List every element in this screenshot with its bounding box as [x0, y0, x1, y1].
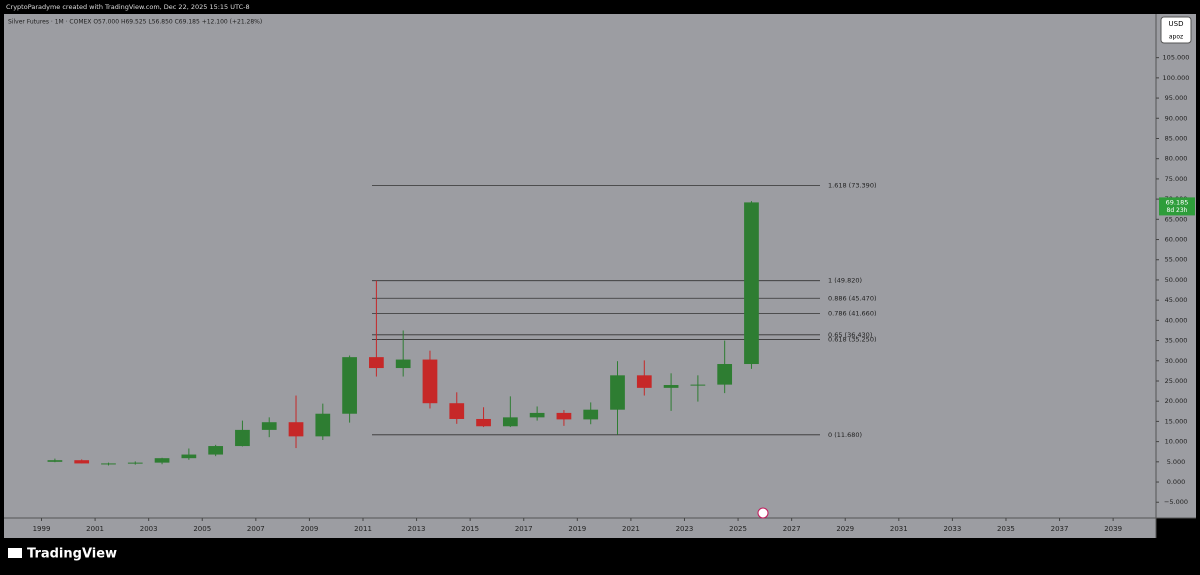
y-tick-label: 35.000 — [1165, 337, 1188, 345]
fib-label: 0 (11.680) — [828, 431, 862, 439]
fib-label: 0.618 (35.250) — [828, 336, 877, 344]
y-tick-label: 40.000 — [1165, 316, 1188, 324]
y-tick-label: 30.000 — [1165, 357, 1188, 365]
x-tick-label: 2009 — [300, 525, 318, 533]
candle-body — [636, 375, 652, 388]
candle-body — [342, 357, 357, 414]
x-tick-label: 1999 — [33, 525, 51, 533]
candle-body — [449, 403, 465, 419]
y-tick-label: 75.000 — [1165, 175, 1188, 183]
candle-body — [369, 357, 384, 369]
candle-body — [476, 418, 491, 427]
last-price-box — [1159, 197, 1195, 216]
y-tick-label: 50.000 — [1165, 276, 1188, 284]
candle-body — [261, 422, 277, 430]
y-tick-label: −5.000 — [1164, 498, 1188, 506]
candle-body — [529, 412, 545, 418]
chart-title: Silver Futures · 1M · COMEX O57.000 H69.… — [8, 19, 262, 26]
price-axis — [1156, 14, 1196, 518]
candle-body — [717, 364, 733, 385]
x-tick-label: 2031 — [890, 525, 908, 533]
candle-body — [502, 417, 518, 427]
x-tick-label: 2011 — [354, 525, 372, 533]
event-icon[interactable] — [757, 507, 769, 519]
x-tick-label: 2007 — [247, 525, 265, 533]
x-tick-label: 2017 — [515, 525, 533, 533]
x-tick-label: 2029 — [836, 525, 854, 533]
y-tick-label: 85.000 — [1165, 134, 1188, 142]
y-tick-label: 105.000 — [1163, 54, 1190, 62]
fib-label: 1 (49.820) — [828, 277, 862, 285]
candle-body — [47, 460, 63, 462]
y-tick-label: 100.000 — [1163, 74, 1190, 82]
y-tick-label: 80.000 — [1165, 155, 1188, 163]
candle-body — [127, 462, 143, 464]
y-tick-label: 55.000 — [1165, 256, 1188, 264]
x-tick-label: 2025 — [729, 525, 747, 533]
x-tick-label: 2003 — [140, 525, 158, 533]
y-tick-label: 10.000 — [1165, 438, 1188, 446]
candle-body — [315, 413, 331, 437]
candle-body — [663, 385, 679, 388]
candle-body — [690, 384, 706, 386]
fib-label: 0.786 (41.660) — [828, 310, 877, 318]
fib-label: 1.618 (73.390) — [828, 181, 877, 189]
y-tick-label: 20.000 — [1165, 397, 1188, 405]
x-tick-label: 2019 — [568, 525, 586, 533]
x-tick-label: 2039 — [1104, 525, 1122, 533]
x-tick-label: 2027 — [783, 525, 801, 533]
y-tick-label: 25.000 — [1165, 377, 1188, 385]
candle-body — [101, 463, 116, 465]
credit: CryptoParadyme created with TradingView.… — [6, 3, 250, 11]
plot-area — [4, 14, 1156, 518]
countdown: 8d 23h — [1167, 207, 1188, 214]
scale-mode: apoz — [1169, 34, 1183, 41]
candle-body — [235, 429, 250, 447]
x-tick-label: 2001 — [86, 525, 104, 533]
candle-body — [288, 422, 304, 437]
x-tick-label: 2033 — [943, 525, 961, 533]
brand-logo — [8, 548, 22, 558]
currency: USD — [1169, 20, 1184, 28]
x-tick-label: 2021 — [622, 525, 640, 533]
candle-body — [556, 412, 572, 420]
x-tick-label: 2023 — [676, 525, 694, 533]
y-tick-label: 0.000 — [1167, 478, 1186, 486]
y-tick-label: 45.000 — [1165, 296, 1188, 304]
candle-body — [208, 446, 224, 455]
candle-body — [181, 454, 197, 459]
last-price: 69.185 — [1166, 198, 1189, 206]
candle-body — [154, 458, 170, 463]
candle-body — [422, 359, 438, 404]
candle-body — [583, 409, 599, 420]
brand: TradingView — [27, 547, 117, 562]
y-tick-label: 95.000 — [1165, 94, 1188, 102]
y-tick-label: 65.000 — [1165, 215, 1188, 223]
candle-body — [395, 359, 411, 369]
x-tick-label: 2035 — [997, 525, 1015, 533]
time-axis — [4, 518, 1156, 538]
y-tick-label: 60.000 — [1165, 236, 1188, 244]
y-tick-label: 15.000 — [1165, 417, 1188, 425]
x-tick-label: 2037 — [1051, 525, 1069, 533]
currency-box[interactable] — [1160, 16, 1192, 44]
fib-label: 0.65 (36.430) — [828, 331, 872, 339]
y-tick-label: 5.000 — [1167, 458, 1186, 466]
x-tick-label: 2013 — [408, 525, 426, 533]
fib-label: 0.886 (45.470) — [828, 294, 877, 302]
y-tick-label: 90.000 — [1165, 114, 1188, 122]
x-tick-label: 2005 — [193, 525, 211, 533]
candle-body — [744, 202, 759, 365]
candle-body — [610, 375, 625, 410]
candle-body — [74, 460, 90, 464]
x-tick-label: 2015 — [461, 525, 479, 533]
